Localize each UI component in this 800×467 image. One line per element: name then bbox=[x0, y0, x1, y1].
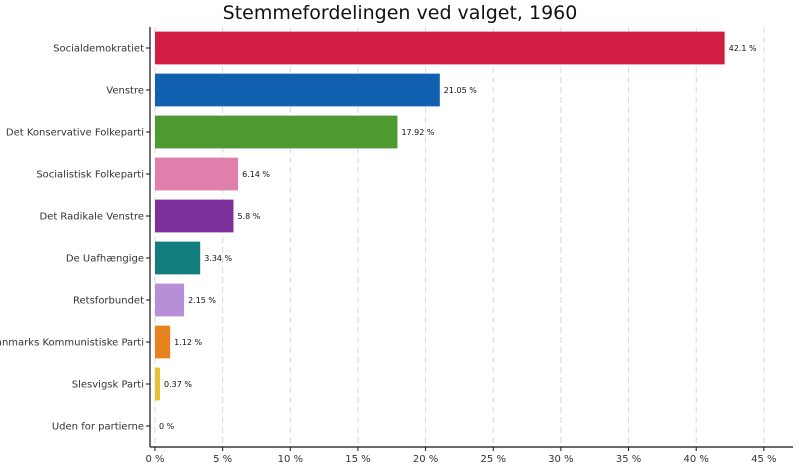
category-label: Det Radikale Venstre bbox=[39, 212, 144, 223]
data-label: 6.14 % bbox=[242, 170, 270, 179]
bar-0 bbox=[155, 31, 725, 65]
bar-2 bbox=[155, 115, 398, 149]
category-label: Socialdemokratiet bbox=[53, 44, 144, 55]
x-tick-label: 0 % bbox=[145, 454, 164, 465]
bar-5 bbox=[155, 241, 201, 275]
data-label: 3.34 % bbox=[204, 254, 232, 263]
bars bbox=[155, 31, 725, 401]
chart-title: Stemmefordelingen ved valget, 1960 bbox=[223, 2, 578, 24]
x-tick-label: 25 % bbox=[481, 454, 506, 465]
bar-7 bbox=[155, 325, 171, 359]
data-label: 0 % bbox=[159, 422, 175, 431]
bar-3 bbox=[155, 157, 239, 191]
x-tick-label: 15 % bbox=[345, 454, 370, 465]
category-label: Det Konservative Folkeparti bbox=[6, 128, 144, 139]
category-label: Venstre bbox=[106, 86, 144, 97]
data-label: 21.05 % bbox=[444, 86, 477, 95]
data-label: 42.1 % bbox=[729, 44, 757, 53]
category-label: Socialistisk Folkeparti bbox=[36, 170, 144, 181]
x-tick-label: 30 % bbox=[548, 454, 573, 465]
category-label: Slesvigsk Parti bbox=[72, 380, 144, 391]
data-label: 17.92 % bbox=[401, 128, 434, 137]
bar-6 bbox=[155, 283, 185, 317]
x-tick-label: 40 % bbox=[683, 454, 708, 465]
labels: 0 % 5 % 10 % 15 % 20 % 25 % 30 % 35 % 40 % 45 % So… bbox=[0, 44, 777, 466]
axes bbox=[146, 27, 793, 451]
data-label: 2.15 % bbox=[188, 296, 216, 305]
x-tick-label: 35 % bbox=[616, 454, 641, 465]
bar-8 bbox=[155, 367, 161, 401]
bar-1 bbox=[155, 73, 440, 107]
data-label: 5.8 % bbox=[237, 212, 260, 221]
bar-4 bbox=[155, 199, 234, 233]
x-tick-label: 5 % bbox=[213, 454, 232, 465]
category-label: De Uafhængige bbox=[66, 254, 144, 265]
category-label: Uden for partierne bbox=[52, 422, 144, 433]
category-label: Danmarks Kommunistiske Parti bbox=[0, 338, 144, 349]
data-label: 1.12 % bbox=[174, 338, 202, 347]
data-label: 0.37 % bbox=[164, 380, 192, 389]
x-tick-label: 20 % bbox=[413, 454, 438, 465]
x-tick-label: 10 % bbox=[278, 454, 303, 465]
category-label: Retsforbundet bbox=[73, 296, 144, 307]
x-tick-label: 45 % bbox=[751, 454, 776, 465]
